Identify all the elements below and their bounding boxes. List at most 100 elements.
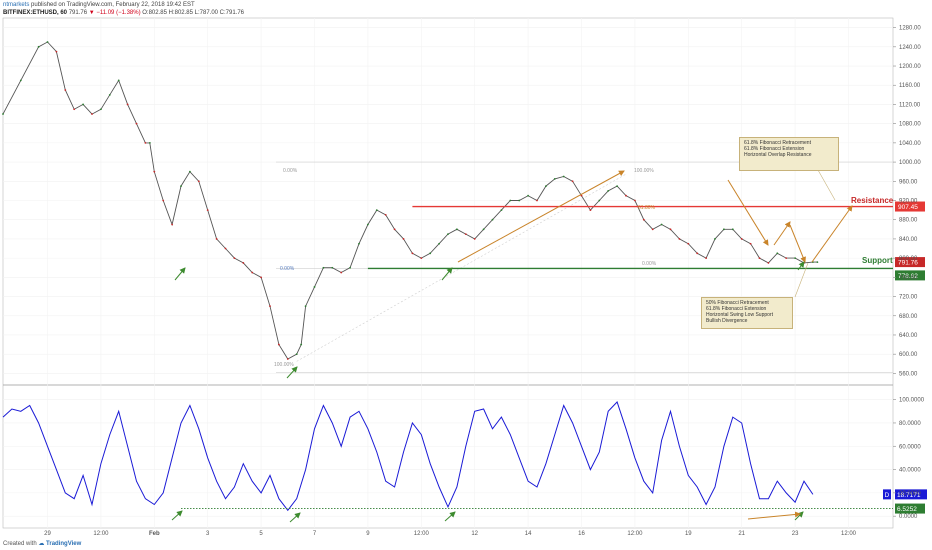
osc-value-bg	[895, 489, 927, 500]
price-point	[473, 238, 476, 240]
osc-dotted-label: 6.5252	[897, 506, 917, 513]
price-tick-label: 680.00	[899, 314, 918, 320]
price-tick-label: 1000.00	[899, 160, 921, 166]
price-tick-label: 1200.00	[899, 64, 921, 70]
price-point	[749, 242, 752, 245]
note-pointer	[817, 169, 836, 201]
price-point	[642, 218, 645, 221]
grid	[2, 17, 894, 529]
price-tick-label: 760.00	[899, 275, 918, 281]
price-point	[420, 257, 423, 260]
x-tick-label: 23	[792, 531, 799, 537]
price-point	[358, 242, 360, 245]
price-point	[625, 194, 627, 197]
price-point	[553, 177, 556, 180]
price-point	[580, 194, 583, 197]
price-point	[189, 170, 191, 173]
price-point	[482, 228, 485, 231]
price-tick-label: 960.00	[899, 179, 918, 185]
price-point	[126, 103, 129, 106]
price-point	[251, 271, 254, 274]
price-point	[758, 257, 761, 260]
x-tick-label: 12:00	[841, 531, 857, 537]
price-point	[224, 247, 227, 250]
price-tick-label: 560.00	[899, 371, 918, 377]
price-tick-label: 1160.00	[899, 83, 921, 89]
price-point	[295, 353, 298, 356]
price-point	[500, 209, 503, 212]
price-point	[340, 271, 343, 274]
green-arrow	[441, 267, 453, 281]
fib-left-top: 0.00%	[283, 168, 298, 174]
green-arrow	[286, 366, 298, 379]
fib-left-mid: 0.00%	[280, 266, 295, 272]
price-series	[2, 41, 819, 360]
price-tick-label: 1040.00	[899, 141, 921, 147]
price-point	[108, 93, 111, 96]
fib-right-bottom: 0.00%	[642, 261, 657, 267]
price-point	[367, 223, 369, 226]
last-price-label: 791.76	[898, 260, 918, 267]
price-point	[527, 194, 529, 197]
note-top-line: 61.8% Fibonacci Retracement	[744, 140, 811, 146]
plot-frame	[2, 17, 894, 529]
support-price-label: 778.62	[898, 273, 918, 280]
x-tick-label: 9	[366, 531, 370, 537]
price-point	[767, 262, 770, 264]
price-point	[669, 228, 672, 231]
price-point	[723, 228, 725, 231]
x-tick-label: 16	[578, 531, 585, 537]
support-label: Support	[862, 256, 893, 265]
osc-marker-bg	[883, 489, 891, 500]
resistance-price-label-bg	[895, 201, 925, 212]
price-point	[260, 276, 262, 279]
price-point	[616, 185, 618, 187]
footer: Created with ☁ TradingView	[3, 540, 81, 547]
orange-arrow	[457, 170, 625, 263]
price-point	[536, 199, 538, 202]
price-point	[37, 45, 40, 48]
price-point	[509, 199, 512, 202]
price-point	[651, 228, 654, 231]
price-tick-label: 720.00	[899, 295, 918, 301]
price-point	[794, 257, 796, 260]
price-point	[197, 180, 200, 183]
green-arrow	[797, 261, 805, 271]
price-point	[411, 252, 414, 255]
footer-brand[interactable]: TradingView	[46, 541, 82, 547]
price-point	[384, 214, 387, 216]
price-point	[55, 50, 58, 53]
price-point	[233, 257, 236, 260]
x-tick-label: Feb	[149, 531, 160, 537]
price-point	[464, 233, 467, 236]
ohlc-low: L:787.00	[194, 10, 218, 16]
price-point	[322, 266, 325, 269]
price-point	[19, 79, 22, 82]
arrows	[171, 169, 853, 523]
orange-arrow	[747, 511, 801, 520]
orange-arrow	[811, 205, 853, 263]
price-point	[678, 238, 681, 240]
price-point	[153, 170, 156, 173]
note-top-line: 61.8% Fibonacci Extension	[744, 146, 805, 152]
price-point	[215, 238, 218, 240]
price-point	[705, 257, 707, 260]
price-point	[278, 343, 280, 346]
ohlc-high: H:802.85	[168, 10, 193, 16]
price-change: ▼ −11.09 (−1.38%)	[88, 10, 141, 16]
x-tick-label: 12:00	[627, 531, 643, 537]
orange-arrow	[789, 224, 806, 263]
note-bottom-line: Bullish Divergence	[706, 318, 748, 324]
price-point	[171, 223, 174, 226]
tradingview-logo-icon: ☁	[38, 541, 45, 547]
green-arrow	[289, 512, 301, 523]
price-tick-label: 1080.00	[899, 122, 921, 128]
price-point	[82, 103, 84, 106]
axes: 560.00 600.00 640.00 680.00 720.00 760.00 800.…	[44, 26, 925, 537]
price-point	[571, 180, 574, 183]
price-tick-label: 600.00	[899, 352, 918, 358]
author-link[interactable]: ntmarkets	[3, 2, 30, 8]
orange-arrow	[773, 221, 791, 246]
